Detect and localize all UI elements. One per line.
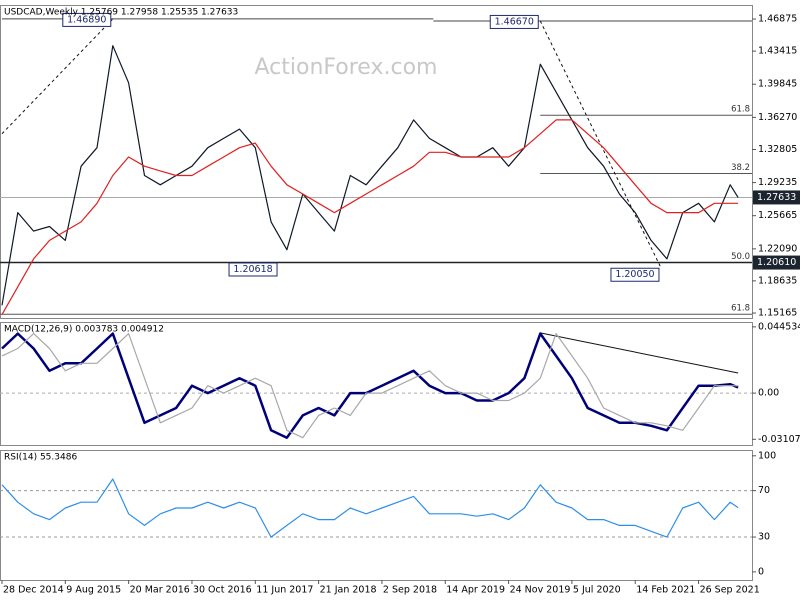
y-tick-label: 1.32805: [758, 144, 797, 155]
x-tick-label: 28 Dec 2014: [3, 585, 64, 596]
trend-line: [540, 332, 739, 374]
y-tick-label: 1.39845: [758, 79, 797, 90]
x-tick-label: 9 Aug 2015: [66, 585, 121, 596]
annotation-box: [62, 12, 112, 27]
series-line: [1, 119, 739, 315]
x-tick-label: 5 Jul 2020: [573, 585, 621, 596]
y-tick-label: 0.044534: [758, 321, 800, 332]
fib-label: 61.8: [731, 105, 750, 115]
fib-label: 38.2: [731, 163, 750, 173]
price-box: [753, 255, 800, 270]
y-tick-label: 1.22090: [758, 243, 797, 254]
y-tick-label: 1.43415: [758, 46, 797, 57]
price-box: [753, 190, 800, 205]
price-box-label: 1.27633: [757, 192, 796, 203]
x-tick-label: 14 Apr 2019: [446, 585, 505, 596]
price-box-label: 1.20610: [757, 257, 796, 268]
annotation-label: 1.20050: [615, 269, 654, 280]
y-tick-label: 70: [758, 485, 770, 496]
y-tick-label: 1.36270: [758, 112, 797, 123]
y-tick-label: 1.46875: [758, 14, 797, 25]
fib-label: 61.8: [731, 304, 750, 314]
panel-title: MACD(12,26,9) 0.003783 0.004912: [4, 325, 164, 335]
x-tick-label: 24 Nov 2019: [510, 585, 571, 596]
x-tick-label: 20 Mar 2016: [130, 585, 190, 596]
y-tick-label: 1.15165: [758, 308, 797, 319]
y-tick-label: 100: [758, 450, 776, 461]
y-tick-label: 1.25665: [758, 210, 797, 221]
x-tick-label: 14 Feb 2021: [636, 585, 695, 596]
series-line: [1, 333, 739, 439]
annotation-label: 1.20618: [233, 264, 272, 275]
trend-line: [539, 20, 662, 268]
x-tick-label: 26 Sep 2021: [700, 585, 760, 596]
series-line: [1, 45, 739, 306]
watermark: ActionForex.com: [255, 55, 438, 80]
y-tick-label: 1.18635: [758, 275, 797, 286]
fib-label: 50.0: [731, 252, 750, 262]
annotation-label: 1.46890: [67, 14, 106, 25]
panel-frame: [0, 450, 753, 581]
annotation-box: [610, 267, 660, 282]
trend-line: [1, 18, 114, 135]
series-line: [1, 478, 739, 538]
annotation-box: [228, 262, 278, 277]
panel-title: USDCAD,Weekly 1.25769 1.27958 1.25535 1.…: [4, 8, 238, 18]
series-line: [1, 332, 739, 439]
x-tick-label: 11 Jun 2017: [256, 585, 313, 596]
y-tick-label: 1.29235: [758, 177, 797, 188]
y-tick-label: -0.031072: [758, 434, 800, 445]
panel-frame: [0, 322, 753, 446]
y-tick-label: 30: [758, 532, 770, 543]
annotation-label: 1.46670: [495, 16, 534, 27]
panel-frame: [0, 5, 753, 319]
y-tick-label: 0: [758, 566, 764, 577]
x-tick-label: 21 Jan 2018: [320, 585, 377, 596]
x-tick-label: 30 Oct 2016: [193, 585, 252, 596]
x-tick-label: 2 Sep 2018: [383, 585, 437, 596]
y-tick-label: 0.00: [758, 388, 779, 399]
annotation-box: [489, 14, 539, 29]
panel-title: RSI(14) 55.3486: [4, 453, 77, 463]
